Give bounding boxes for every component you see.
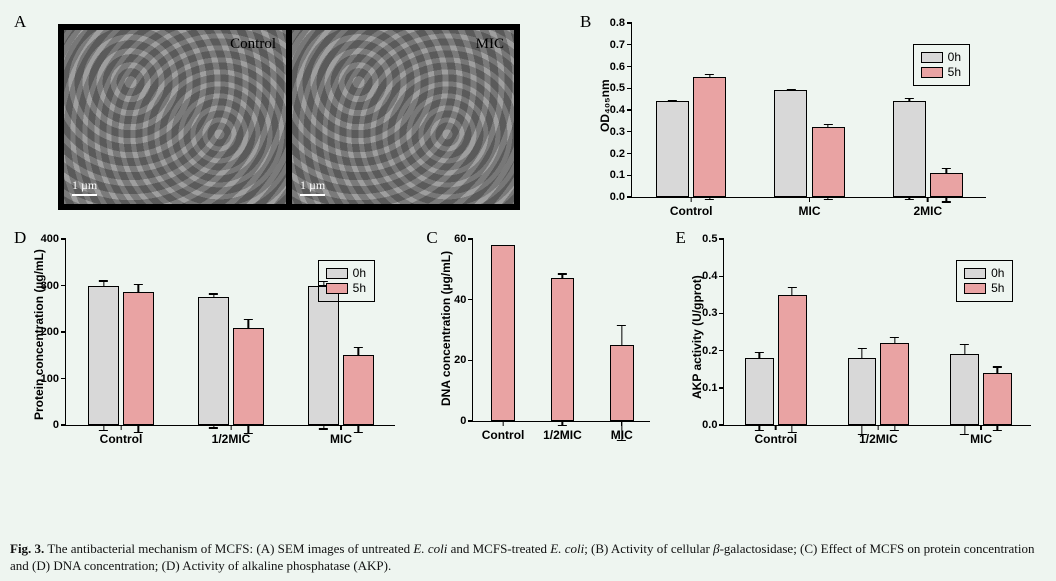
figure-3: A Control 1 µm MIC 1 µm B OD₄₀₅nm0.00.10… — [10, 8, 1046, 573]
chart-C-plot: DNA concentration (µg/mL)0204060Control1… — [472, 240, 650, 422]
chart-C-xtick: 1/2MIC — [543, 421, 582, 442]
chart-B-ytick: 0.1 — [610, 169, 632, 181]
chart-E-ytick: 0.3 — [702, 307, 724, 319]
chart-C-bar — [610, 345, 634, 421]
figure-caption: Fig. 3. The antibacterial mechanism of M… — [10, 540, 1046, 575]
chart-C-bar — [491, 245, 515, 421]
chart-E-xtick: Control — [754, 425, 797, 446]
sem-mic: MIC 1 µm — [286, 30, 514, 204]
chart-D-ytick: 100 — [41, 373, 66, 385]
chart-B-plot: OD₄₀₅nm0.00.10.20.30.40.50.60.70.8Contro… — [631, 24, 986, 198]
chart-E-bar — [848, 358, 877, 425]
chart-E-bar — [950, 354, 979, 425]
chart-E-ytick: 0.0 — [702, 419, 724, 431]
chart-B-bar — [930, 173, 963, 197]
chart-E-ytick: 0.5 — [702, 233, 724, 245]
chart-D-ytick: 300 — [41, 280, 66, 292]
chart-D-bar — [198, 297, 229, 425]
chart-B-ytick: 0.5 — [610, 82, 632, 94]
chart-E-xtick: MIC — [970, 425, 992, 446]
chart-D-bar — [308, 286, 339, 426]
chart-C-ytick: 60 — [454, 233, 473, 245]
chart-D-bar — [343, 355, 374, 425]
panel-label-D: D — [14, 228, 26, 248]
chart-B-bar — [774, 90, 807, 197]
chart-D-plot: Protein concentration (µg/mL)01002003004… — [65, 240, 395, 426]
chart-E-xtick: 1/2MIC — [859, 425, 898, 446]
chart-E-bar — [778, 295, 807, 425]
chart-D-xtick: Control — [100, 425, 143, 446]
sem-scale-left: 1 µm — [72, 178, 97, 196]
row-2: D Protein concentration (µg/mL)010020030… — [10, 224, 1046, 460]
chart-C-xtick: MIC — [611, 421, 633, 442]
panel-label-A: A — [14, 12, 26, 32]
panel-B: B OD₄₀₅nm0.00.10.20.30.40.50.60.70.8Cont… — [576, 8, 1036, 220]
chart-E-ytick: 0.1 — [702, 382, 724, 394]
chart-E-bar — [880, 343, 909, 425]
chart-E-plot: AKP activity (U/gprot)0.00.10.20.30.40.5… — [723, 240, 1031, 426]
caption-lead: Fig. 3. — [10, 541, 44, 556]
chart-C-ylabel: DNA concentration (µg/mL) — [439, 251, 453, 406]
chart-E-bar — [983, 373, 1012, 425]
chart-C-ytick: 20 — [454, 354, 473, 366]
chart-B-ytick: 0.7 — [610, 39, 632, 51]
chart-D-xtick: MIC — [330, 425, 352, 446]
sem-image-pair: Control 1 µm MIC 1 µm — [58, 24, 520, 210]
chart-E-legend: 0h5h — [956, 260, 1013, 302]
sem-tag-control: Control — [230, 36, 276, 53]
caption-rest: The antibacterial mechanism of MCFS: (A)… — [10, 541, 1035, 574]
chart-C-ytick: 0 — [460, 415, 473, 427]
panel-E: E AKP activity (U/gprot)0.00.10.20.30.40… — [671, 224, 1046, 460]
sem-scale-right: 1 µm — [300, 178, 325, 196]
chart-D-legend: 0h5h — [318, 260, 375, 302]
chart-D-xtick: 1/2MIC — [212, 425, 251, 446]
panel-D: D Protein concentration (µg/mL)010020030… — [10, 224, 416, 460]
chart-E-ylabel: AKP activity (U/gprot) — [690, 275, 704, 399]
chart-B-ytick: 0.6 — [610, 61, 632, 73]
chart-D-bar — [88, 286, 119, 425]
chart-C-bar — [551, 278, 575, 421]
chart-D-ytick: 400 — [41, 233, 66, 245]
chart-B-xtick: Control — [670, 197, 713, 218]
chart-B-bar — [812, 127, 845, 197]
panel-C: C DNA concentration (µg/mL)0204060Contro… — [422, 224, 665, 460]
panel-A: A Control 1 µm MIC 1 µm — [10, 8, 570, 220]
chart-D-bar — [233, 328, 264, 425]
chart-D-ytick: 200 — [41, 326, 66, 338]
chart-B-legend: 0h5h — [913, 44, 970, 86]
chart-D-ytick: 0 — [53, 419, 66, 431]
chart-B-ytick: 0.8 — [610, 17, 632, 29]
chart-E-bar — [745, 358, 774, 425]
row-1: A Control 1 µm MIC 1 µm B OD₄₀₅nm0.00.10… — [10, 8, 1046, 220]
panel-label-C: C — [426, 228, 437, 248]
chart-B-ytick: 0.3 — [610, 126, 632, 138]
chart-B-xtick: 2MIC — [913, 197, 942, 218]
chart-B-ytick: 0.2 — [610, 148, 632, 160]
chart-E-ytick: 0.4 — [702, 270, 724, 282]
chart-D-bar — [123, 292, 154, 425]
chart-B-bar — [656, 101, 689, 197]
chart-E-ytick: 0.2 — [702, 345, 724, 357]
panel-label-B: B — [580, 12, 591, 32]
panel-label-E: E — [675, 228, 685, 248]
chart-B-xtick: MIC — [799, 197, 821, 218]
chart-C-ytick: 40 — [454, 294, 473, 306]
chart-B-bar — [893, 101, 926, 197]
chart-B-ytick: 0.4 — [610, 104, 632, 116]
chart-B-bar — [693, 77, 726, 197]
sem-tag-mic: MIC — [476, 36, 504, 53]
chart-B-ytick: 0.0 — [610, 191, 632, 203]
chart-C-xtick: Control — [482, 421, 525, 442]
sem-control: Control 1 µm — [64, 30, 286, 204]
